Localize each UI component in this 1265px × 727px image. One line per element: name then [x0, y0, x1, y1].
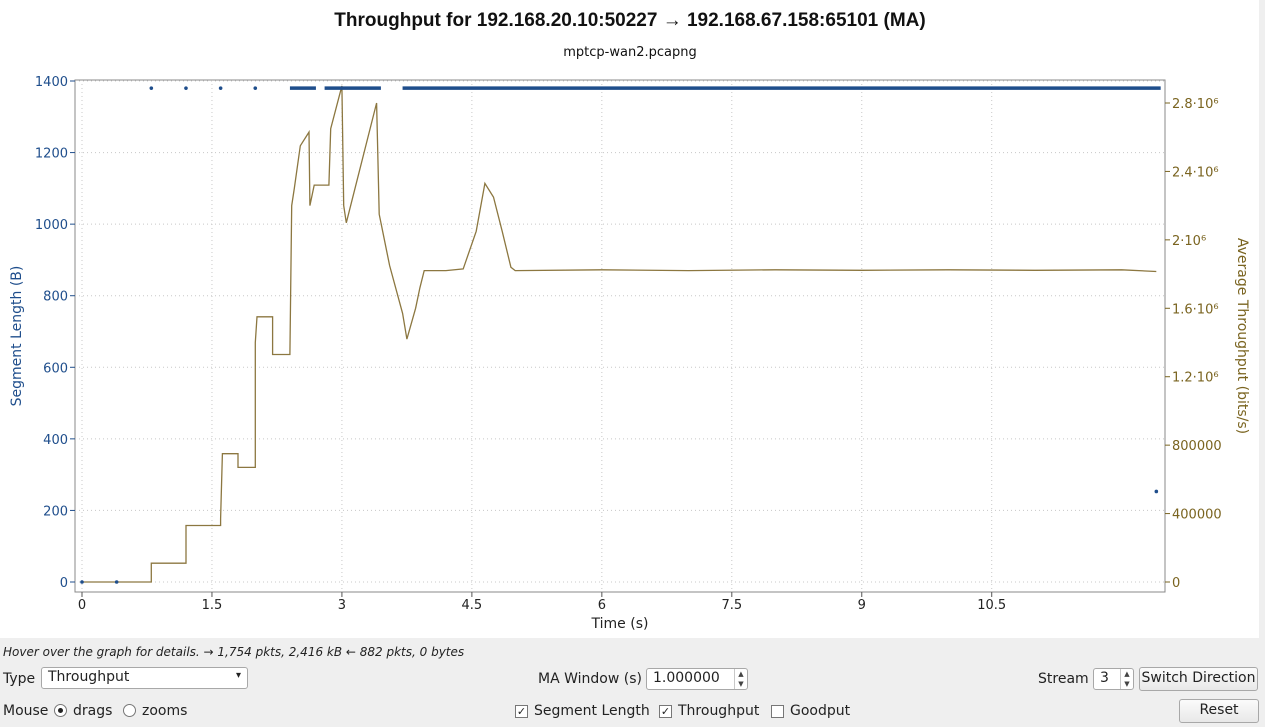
switch-direction-button[interactable]: Switch Direction — [1139, 667, 1258, 691]
ma-window-label: MA Window (s) — [538, 671, 642, 687]
y-left-tick-label: 1400 — [35, 75, 68, 90]
y-left-tick-label: 200 — [43, 504, 68, 519]
type-select[interactable]: Throughput ▾ — [41, 667, 248, 689]
x-tick-label: 3 — [338, 598, 346, 613]
type-label: Type — [3, 671, 36, 687]
x-axis-label: Time (s) — [591, 616, 649, 632]
y-right-axis-label: Average Throughput (bits/s) — [1234, 238, 1250, 434]
ma-window-spinbox[interactable]: 1.000000 ▲ ▼ — [646, 668, 748, 690]
status-hint: Hover over the graph for details. → 1,75… — [3, 645, 465, 659]
throughput-chart[interactable]: Throughput for 192.168.20.10:50227 → 192… — [0, 0, 1259, 638]
throughput-checkbox[interactable]: ✓ — [659, 705, 672, 718]
chart-title: Throughput for 192.168.20.10:50227 → 192… — [334, 10, 925, 31]
x-tick-label: 7.5 — [721, 598, 742, 613]
x-tick-label: 0 — [78, 598, 86, 613]
x-tick-label: 9 — [858, 598, 866, 613]
y-right-tick-label: 400000 — [1172, 508, 1222, 523]
stream-spinbox[interactable]: 3 ▲ ▼ — [1093, 668, 1134, 690]
chevron-down-icon: ▾ — [235, 670, 241, 681]
drags-label: drags — [73, 703, 113, 719]
zooms-radio[interactable] — [123, 704, 136, 717]
zooms-label: zooms — [142, 703, 188, 719]
y-right-tick-label: 2.8·10⁶ — [1172, 97, 1219, 112]
y-right-tick-label: 800000 — [1172, 439, 1222, 454]
stream-value: 3 — [1100, 670, 1109, 686]
x-tick-label: 4.5 — [462, 598, 483, 613]
segment-point — [218, 86, 223, 90]
mouse-label: Mouse — [3, 703, 49, 719]
segment-point — [1154, 489, 1159, 494]
y-left-tick-label: 800 — [43, 290, 68, 305]
throughput-label: Throughput — [678, 703, 760, 719]
y-left-tick-label: 1000 — [35, 218, 68, 233]
segment-point — [80, 580, 84, 584]
spin-arrows-icon[interactable]: ▲ ▼ — [734, 669, 747, 689]
y-left-tick-label: 400 — [43, 433, 68, 448]
stream-label: Stream — [1038, 671, 1089, 687]
y-right-tick-label: 0 — [1172, 576, 1180, 591]
y-right-tick-label: 2·10⁶ — [1172, 234, 1206, 249]
x-tick-label: 6 — [598, 598, 606, 613]
plot-area[interactable]: Throughput for 192.168.20.10:50227 → 192… — [0, 0, 1259, 638]
segment-point — [149, 86, 154, 90]
chart-subtitle: mptcp-wan2.pcapng — [563, 45, 696, 60]
y-left-tick-label: 600 — [43, 361, 68, 376]
throughput-series-line — [82, 85, 1157, 583]
type-select-value: Throughput — [48, 669, 130, 685]
x-tick-label: 10.5 — [977, 598, 1006, 613]
y-right-tick-label: 2.4·10⁶ — [1172, 165, 1219, 180]
y-left-tick-label: 1200 — [35, 147, 68, 162]
x-tick-label: 1.5 — [202, 598, 223, 613]
y-left-tick-label: 0 — [60, 576, 68, 591]
segment-point — [253, 86, 258, 90]
segment-length-checkbox[interactable]: ✓ — [515, 705, 528, 718]
y-left-axis-label: Segment Length (B) — [9, 266, 25, 407]
ma-window-value: 1.000000 — [653, 670, 720, 686]
segment-point — [114, 580, 119, 584]
spin-arrows-icon[interactable]: ▲ ▼ — [1120, 669, 1133, 689]
segment-length-label: Segment Length — [534, 703, 650, 719]
goodput-checkbox[interactable] — [771, 705, 784, 718]
segment-point — [184, 86, 188, 90]
y-right-tick-label: 1.6·10⁶ — [1172, 302, 1219, 317]
y-right-tick-label: 1.2·10⁶ — [1172, 371, 1219, 386]
goodput-label: Goodput — [790, 703, 851, 719]
plot-frame — [74, 79, 1166, 593]
drags-radio[interactable] — [54, 704, 67, 717]
reset-button[interactable]: Reset — [1179, 699, 1259, 723]
